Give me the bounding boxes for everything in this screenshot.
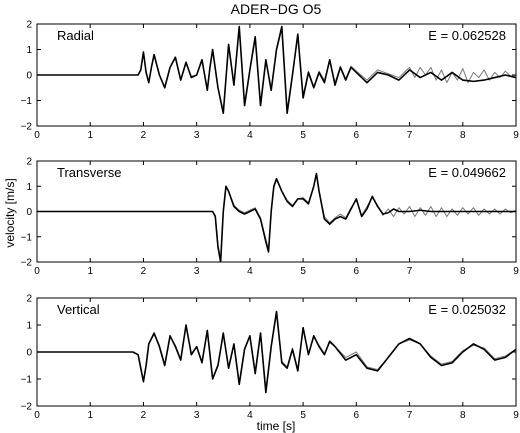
radial-x-tick-label: 0 <box>34 130 40 141</box>
transverse-panel-label: Transverse <box>57 165 122 180</box>
transverse-y-tick-label: 2 <box>26 157 32 168</box>
vertical-y-tick-label: −2 <box>21 402 33 413</box>
vertical-solution-line <box>37 310 516 394</box>
transverse-x-tick-label: 9 <box>513 266 519 277</box>
radial-solution-line <box>37 25 516 115</box>
radial-energy-annotation: E = 0.062528 <box>428 28 506 43</box>
transverse-panel: 0 1 2 3 4 5 6 7 8 9 2 1 0 −1 −2 Transverse E = 0.049662 <box>21 157 520 278</box>
transverse-x-tick-label: 8 <box>460 266 466 277</box>
vertical-panel-label: Vertical <box>57 302 100 317</box>
radial-x-tick-label: 2 <box>141 130 147 141</box>
vertical-x-tick-label: 0 <box>34 410 40 421</box>
vertical-x-tick-label: 7 <box>407 410 413 421</box>
transverse-x-tick-label: 5 <box>300 266 306 277</box>
radial-x-tick-label: 9 <box>513 130 519 141</box>
vertical-x-tick-label: 5 <box>300 410 306 421</box>
transverse-x-tick-label: 1 <box>87 266 93 277</box>
radial-x-tick-label: 1 <box>87 130 93 141</box>
transverse-x-tick-label: 4 <box>247 266 253 277</box>
vertical-x-tick-label: 8 <box>460 410 466 421</box>
transverse-x-tick-label: 0 <box>34 266 40 277</box>
radial-x-tick-label: 3 <box>194 130 200 141</box>
radial-panel-label: Radial <box>57 28 94 43</box>
transverse-x-tick-label: 3 <box>194 266 200 277</box>
y-axis-label: velocity [m/s] <box>3 178 17 247</box>
figure-title: ADER−DG O5 <box>231 1 322 17</box>
transverse-x-tick-label: 6 <box>354 266 360 277</box>
transverse-y-tick-label: 0 <box>26 207 32 218</box>
radial-x-tick-label: 7 <box>407 130 413 141</box>
radial-x-tick-label: 8 <box>460 130 466 141</box>
radial-x-tick-label: 5 <box>300 130 306 141</box>
radial-y-tick-label: −1 <box>21 96 33 107</box>
vertical-y-tick-label: −1 <box>21 375 33 386</box>
radial-x-tick-label: 4 <box>247 130 253 141</box>
radial-panel: 0 1 2 3 4 5 6 7 8 9 2 1 0 −1 −2 Radial E = 0.062528 <box>21 20 520 142</box>
transverse-y-tick-label: −1 <box>21 232 33 243</box>
radial-y-tick-label: 2 <box>26 20 32 31</box>
transverse-x-tick-label: 7 <box>407 266 413 277</box>
transverse-reference-line <box>37 174 516 260</box>
vertical-x-tick-label: 6 <box>354 410 360 421</box>
radial-y-tick-label: 1 <box>26 45 32 56</box>
radial-y-tick-label: −2 <box>21 122 33 133</box>
vertical-panel: 0 1 2 3 4 5 6 7 8 9 2 1 0 −1 −2 Vertical E = 0.025032 <box>21 294 520 422</box>
transverse-energy-annotation: E = 0.049662 <box>428 165 506 180</box>
radial-x-tick-label: 6 <box>354 130 360 141</box>
transverse-x-tick-label: 2 <box>141 266 147 277</box>
vertical-y-tick-label: 2 <box>26 294 32 305</box>
x-axis-label: time [s] <box>257 419 296 433</box>
transverse-solution-line <box>37 172 516 262</box>
transverse-y-tick-label: 1 <box>26 182 32 193</box>
vertical-x-tick-label: 1 <box>87 410 93 421</box>
vertical-x-tick-label: 2 <box>141 410 147 421</box>
vertical-x-tick-label: 4 <box>247 410 253 421</box>
vertical-y-tick-label: 0 <box>26 348 32 359</box>
vertical-y-tick-label: 1 <box>26 321 32 332</box>
transverse-y-tick-label: −2 <box>21 258 33 269</box>
vertical-x-tick-label: 3 <box>194 410 200 421</box>
vertical-energy-annotation: E = 0.025032 <box>428 302 506 317</box>
vertical-x-tick-label: 9 <box>513 410 519 421</box>
radial-y-tick-label: 0 <box>26 71 32 82</box>
